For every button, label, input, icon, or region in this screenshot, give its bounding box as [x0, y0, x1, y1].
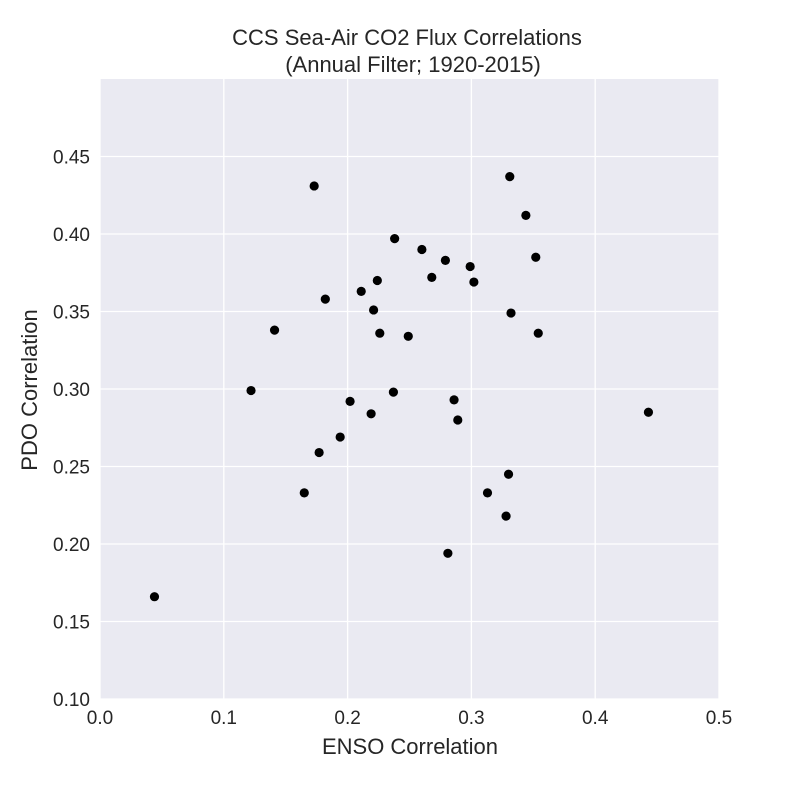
data-point: [390, 234, 400, 244]
data-point: [506, 308, 516, 318]
gridlines: [99, 79, 720, 700]
data-point: [356, 286, 366, 296]
y-axis-ticks: 0.10 0.15 0.20 0.25 0.30 0.35 0.40 0.45: [53, 148, 90, 712]
data-point: [345, 396, 355, 406]
data-point: [309, 181, 319, 191]
y-tick-label: 0.40: [53, 225, 90, 246]
data-points: [149, 172, 654, 602]
data-point: [465, 261, 475, 272]
data-point: [366, 409, 376, 419]
data-point: [246, 385, 256, 396]
data-point: [505, 172, 515, 182]
chart-title-line-2: (Annual Filter; 1920-2015): [285, 52, 541, 77]
y-tick-label: 0.15: [53, 613, 90, 634]
data-point: [299, 488, 309, 498]
data-point: [388, 387, 399, 397]
data-point: [521, 210, 531, 220]
data-point: [314, 447, 324, 458]
x-tick-label: 0.4: [582, 708, 609, 729]
data-point: [482, 488, 493, 498]
x-axis-ticks: 0.0 0.1 0.2 0.3 0.4 0.5: [87, 708, 732, 729]
data-point: [440, 255, 451, 265]
data-point: [335, 432, 345, 442]
x-tick-label: 0.3: [458, 708, 484, 729]
y-tick-label: 0.30: [53, 380, 90, 401]
x-tick-label: 0.0: [87, 708, 113, 729]
data-point: [403, 331, 413, 341]
y-tick-label: 0.45: [53, 148, 90, 169]
data-point: [427, 272, 437, 282]
data-point: [469, 277, 479, 287]
data-point: [269, 325, 280, 335]
data-point: [320, 294, 330, 304]
data-point: [449, 395, 459, 405]
data-point: [443, 548, 453, 558]
data-point: [417, 244, 427, 255]
x-axis-label: ENSO Correlation: [322, 734, 498, 759]
data-point: [501, 511, 511, 521]
data-point: [453, 415, 463, 425]
chart-title-line-1: CCS Sea-Air CO2 Flux Correlations: [232, 25, 582, 50]
y-tick-label: 0.20: [53, 535, 90, 556]
y-tick-label: 0.35: [53, 303, 90, 324]
data-point: [531, 252, 541, 262]
data-point: [375, 328, 385, 338]
y-tick-label: 0.25: [53, 458, 90, 479]
data-point: [503, 469, 514, 479]
data-point: [368, 305, 379, 315]
data-point: [643, 407, 654, 417]
data-point: [149, 592, 160, 602]
y-axis-label: PDO Correlation: [17, 309, 42, 470]
x-tick-label: 0.5: [706, 708, 732, 729]
x-tick-label: 0.1: [211, 708, 237, 729]
data-point: [533, 328, 543, 338]
data-point: [372, 275, 382, 286]
x-tick-label: 0.2: [334, 708, 360, 729]
y-tick-label: 0.10: [53, 690, 90, 711]
